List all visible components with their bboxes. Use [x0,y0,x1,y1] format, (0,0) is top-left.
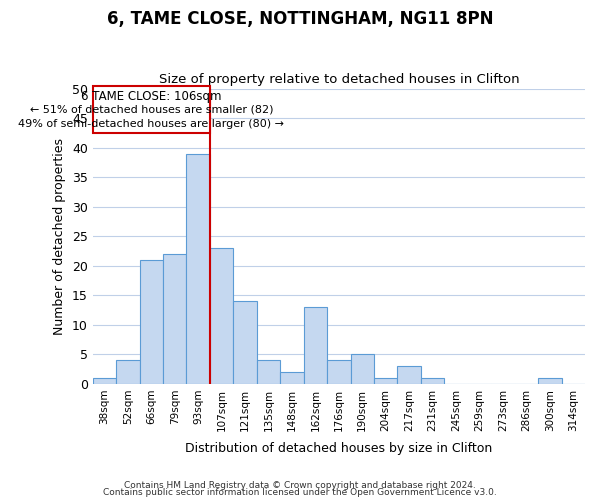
Bar [92,378,116,384]
X-axis label: Distribution of detached houses by size in Clifton: Distribution of detached houses by size … [185,442,493,455]
Bar [257,360,280,384]
Bar [163,254,187,384]
FancyBboxPatch shape [92,86,210,133]
Bar [140,260,163,384]
Title: Size of property relative to detached houses in Clifton: Size of property relative to detached ho… [158,73,519,86]
Bar [187,154,210,384]
Bar [350,354,374,384]
Bar [397,366,421,384]
Text: 6, TAME CLOSE, NOTTINGHAM, NG11 8PN: 6, TAME CLOSE, NOTTINGHAM, NG11 8PN [107,10,493,28]
Bar [421,378,445,384]
Text: Contains public sector information licensed under the Open Government Licence v3: Contains public sector information licen… [103,488,497,497]
Bar [374,378,397,384]
Bar [538,378,562,384]
Text: 6 TAME CLOSE: 106sqm: 6 TAME CLOSE: 106sqm [81,90,221,104]
Bar [280,372,304,384]
Y-axis label: Number of detached properties: Number of detached properties [53,138,66,334]
Text: ← 51% of detached houses are smaller (82): ← 51% of detached houses are smaller (82… [29,104,273,115]
Bar [233,301,257,384]
Bar [210,248,233,384]
Bar [116,360,140,384]
Bar [304,307,327,384]
Bar [327,360,350,384]
Text: Contains HM Land Registry data © Crown copyright and database right 2024.: Contains HM Land Registry data © Crown c… [124,480,476,490]
Text: 49% of semi-detached houses are larger (80) →: 49% of semi-detached houses are larger (… [18,118,284,128]
